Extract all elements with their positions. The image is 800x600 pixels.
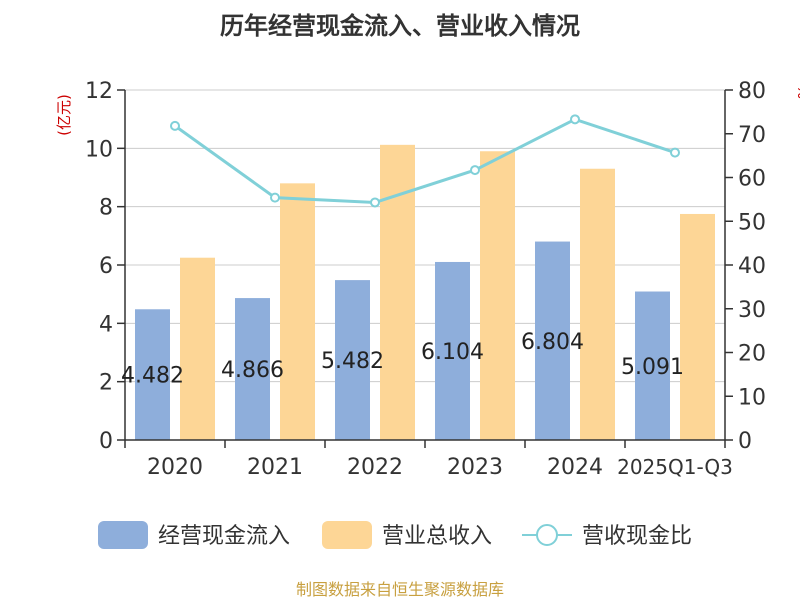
data-label-cash-inflow: 6.804 bbox=[521, 330, 584, 355]
y-right-tick-label: 70 bbox=[738, 123, 766, 148]
legend: 经营现金流入 营业总收入 营收现金比 bbox=[98, 521, 692, 549]
y-left-tick-label: 0 bbox=[99, 429, 113, 454]
bar-cash-inflow bbox=[435, 261, 470, 440]
x-tick-label: 2024 bbox=[547, 455, 603, 480]
data-label-cash-inflow: 6.104 bbox=[421, 340, 484, 365]
bar-revenue bbox=[280, 183, 315, 441]
y-right-tick-label: 20 bbox=[738, 342, 766, 367]
ratio-point bbox=[370, 197, 380, 208]
bar-revenue bbox=[580, 168, 615, 440]
bar-cash-inflow bbox=[635, 291, 670, 440]
y-left-tick-label: 2 bbox=[99, 371, 113, 396]
y-right-tick-label: 80 bbox=[738, 79, 766, 104]
bar-cash-inflow bbox=[535, 241, 570, 440]
data-label-cash-inflow: 5.091 bbox=[621, 355, 684, 380]
bars bbox=[135, 144, 715, 441]
y-right-tick-label: 50 bbox=[738, 210, 766, 235]
chart-title: 历年经营现金流入、营业收入情况 bbox=[220, 12, 580, 40]
y-right-tick-label: 30 bbox=[738, 298, 766, 323]
bar-revenue bbox=[480, 151, 515, 440]
y-left-tick-label: 4 bbox=[99, 312, 113, 337]
bar-revenue bbox=[680, 213, 715, 440]
y-right-tick-label: 60 bbox=[738, 167, 766, 192]
y-right-tick-label: 0 bbox=[738, 429, 752, 454]
y-left-tick-label: 8 bbox=[99, 196, 113, 221]
ratio-point bbox=[570, 114, 580, 125]
legend-swatch-cash-inflow bbox=[98, 521, 148, 549]
ratio-point bbox=[170, 120, 180, 131]
legend-label-cash-inflow: 经营现金流入 bbox=[158, 524, 290, 549]
source-note: 制图数据来自恒生聚源数据库 bbox=[296, 580, 504, 599]
x-tick-label: 2025Q1-Q3 bbox=[617, 455, 733, 479]
x-tick-label: 2022 bbox=[347, 455, 403, 480]
data-labels: 4.482 4.866 5.482 6.104 6.804 5.091 bbox=[121, 330, 684, 389]
axes: 0 2 4 6 8 10 12 0 10 20 30 40 50 60 70 80 2020 2021 2022 20… bbox=[85, 79, 766, 480]
legend-swatch-revenue bbox=[322, 521, 372, 549]
data-label-cash-inflow: 4.866 bbox=[221, 358, 284, 383]
bar-cash-inflow bbox=[135, 309, 170, 440]
y-left-tick-label: 10 bbox=[85, 137, 113, 162]
grid-lines bbox=[125, 89, 725, 383]
data-label-cash-inflow: 5.482 bbox=[321, 349, 384, 374]
y-right-tick-label: 10 bbox=[738, 385, 766, 410]
bar-cash-inflow bbox=[235, 298, 270, 440]
bar-cash-inflow bbox=[335, 280, 370, 440]
x-tick-label: 2023 bbox=[447, 455, 503, 480]
legend-swatch-ratio-marker bbox=[536, 524, 558, 546]
legend-item-ratio[interactable]: 营收现金比 bbox=[522, 524, 692, 549]
y-left-tick-label: 6 bbox=[99, 254, 113, 279]
legend-label-revenue: 营业总收入 bbox=[382, 524, 492, 549]
bar-revenue bbox=[180, 257, 215, 440]
legend-label-ratio: 营收现金比 bbox=[582, 524, 692, 549]
ratio-point bbox=[470, 165, 480, 176]
ratio-point bbox=[670, 147, 680, 158]
x-tick-label: 2020 bbox=[147, 455, 203, 480]
x-tick-label: 2021 bbox=[247, 455, 303, 480]
bar-revenue bbox=[380, 144, 415, 441]
ratio-line bbox=[170, 114, 680, 208]
y-right-unit: % bbox=[794, 85, 800, 99]
y-left-unit: (亿元) bbox=[55, 94, 73, 136]
legend-item-cash-inflow[interactable]: 经营现金流入 bbox=[98, 521, 290, 549]
ratio-point bbox=[270, 192, 280, 203]
data-label-cash-inflow: 4.482 bbox=[121, 364, 184, 389]
y-right-tick-label: 40 bbox=[738, 254, 766, 279]
ratio-line-path bbox=[174, 117, 676, 204]
legend-item-revenue[interactable]: 营业总收入 bbox=[322, 521, 492, 549]
y-left-tick-label: 12 bbox=[85, 79, 113, 104]
